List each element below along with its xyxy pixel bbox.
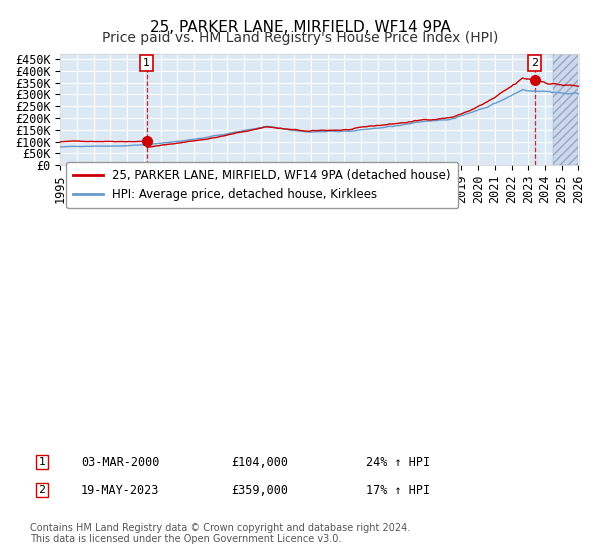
Text: £104,000: £104,000 <box>231 455 288 469</box>
Text: 24% ↑ HPI: 24% ↑ HPI <box>366 455 430 469</box>
Text: 2: 2 <box>531 58 538 68</box>
Text: Price paid vs. HM Land Registry's House Price Index (HPI): Price paid vs. HM Land Registry's House … <box>102 31 498 45</box>
Text: 1: 1 <box>38 457 46 467</box>
Text: 19-MAY-2023: 19-MAY-2023 <box>81 483 160 497</box>
Text: 03-MAR-2000: 03-MAR-2000 <box>81 455 160 469</box>
Legend: 25, PARKER LANE, MIRFIELD, WF14 9PA (detached house), HPI: Average price, detach: 25, PARKER LANE, MIRFIELD, WF14 9PA (det… <box>66 162 458 208</box>
Text: 1: 1 <box>143 58 150 68</box>
Text: 2: 2 <box>38 485 46 495</box>
Text: Contains HM Land Registry data © Crown copyright and database right 2024.
This d: Contains HM Land Registry data © Crown c… <box>30 522 410 544</box>
Bar <box>553 54 578 165</box>
Text: 25, PARKER LANE, MIRFIELD, WF14 9PA: 25, PARKER LANE, MIRFIELD, WF14 9PA <box>149 20 451 35</box>
Text: £359,000: £359,000 <box>231 483 288 497</box>
Text: 17% ↑ HPI: 17% ↑ HPI <box>366 483 430 497</box>
